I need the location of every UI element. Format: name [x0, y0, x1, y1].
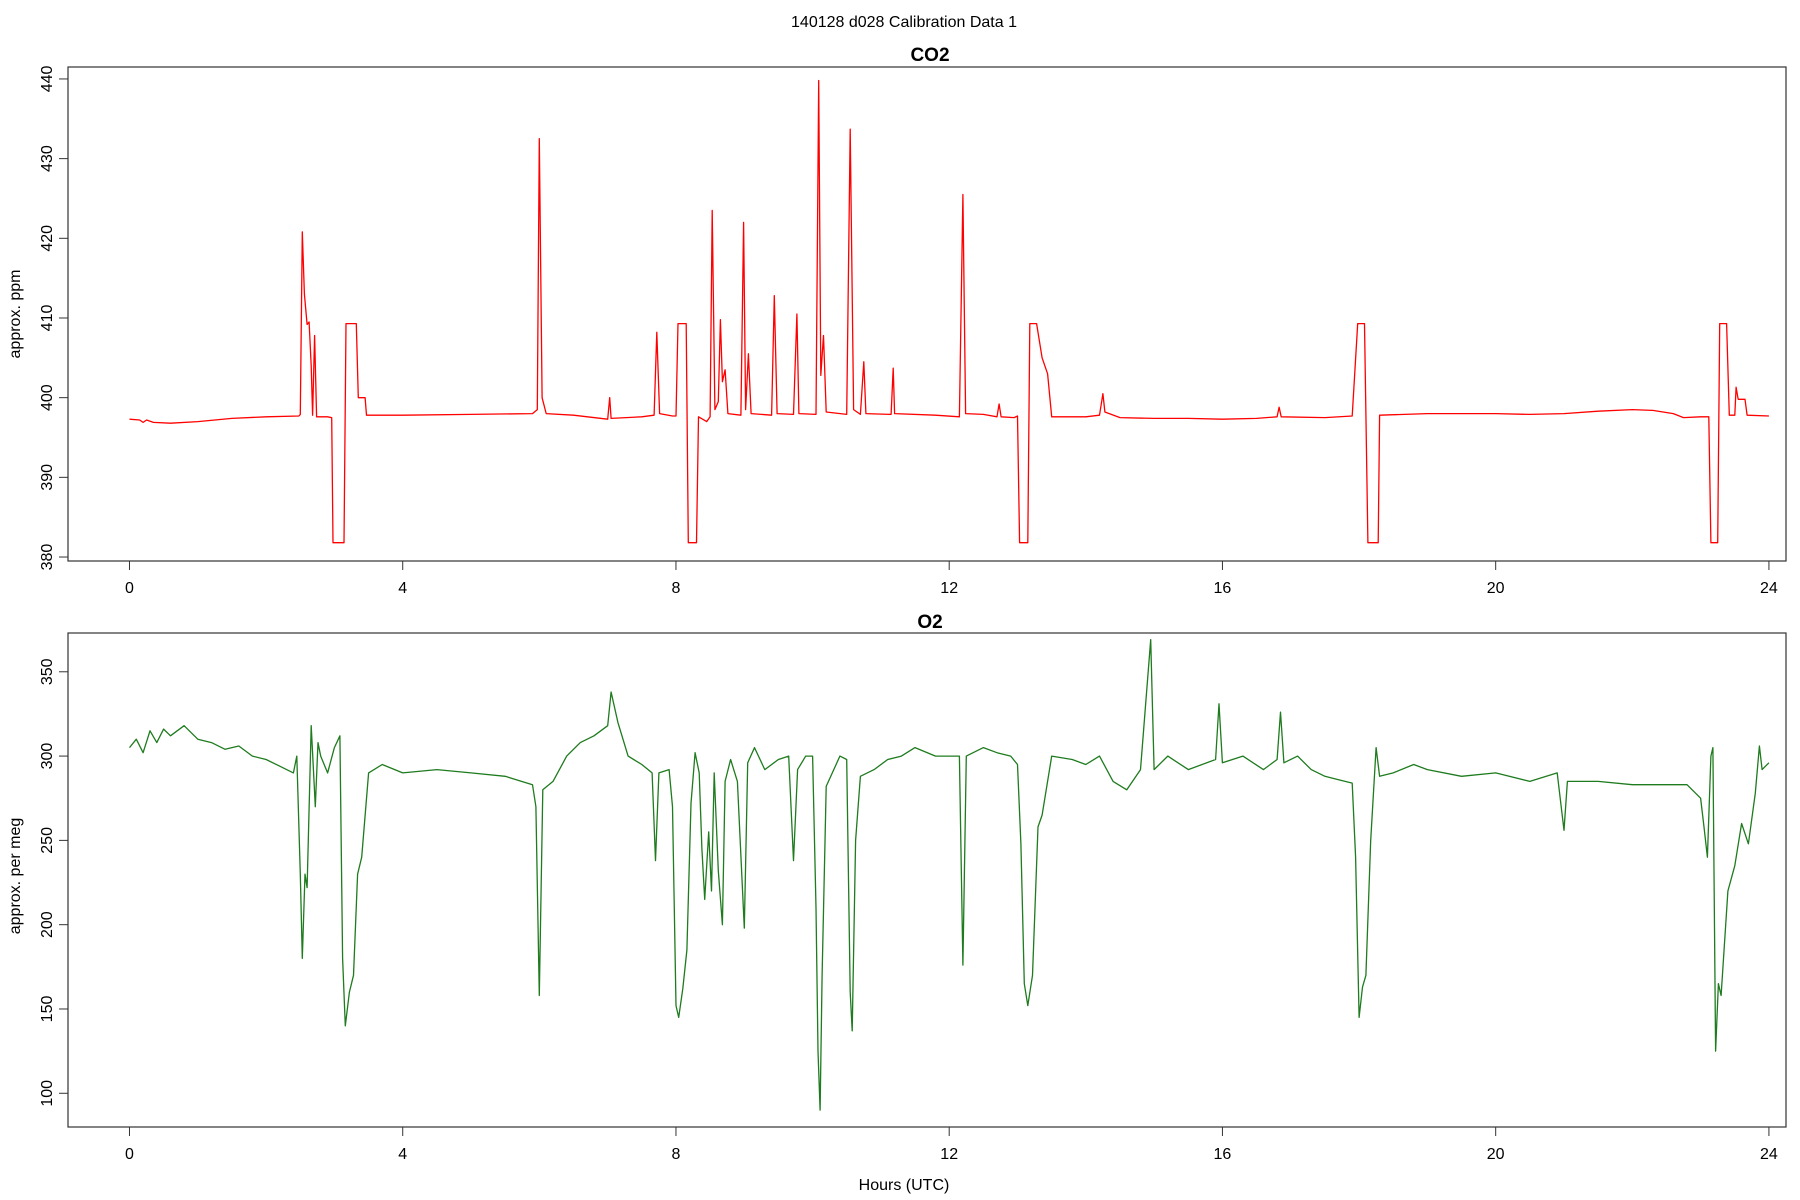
o2-x-tick-label: 20: [1487, 1146, 1505, 1163]
o2-y-tick-label: 300: [39, 743, 56, 770]
co2-y-tick-label: 440: [39, 66, 56, 93]
co2-x-tick-label: 16: [1214, 580, 1232, 597]
o2-x-tick-label: 12: [940, 1146, 958, 1163]
o2-series: [128, 639, 1770, 1111]
o2-y-tick-label: 200: [39, 911, 56, 938]
o2-x-tick-label: 0: [125, 1146, 134, 1163]
co2-x-axis: 0 4 8 12 16 20 24: [125, 560, 1778, 597]
o2-y-tick-label: 350: [39, 658, 56, 685]
co2-series-line: [129, 79, 1769, 544]
o2-x-tick-label: 4: [398, 1146, 407, 1163]
o2-series-line: [128, 639, 1770, 1111]
co2-y-axis: 380 390 400 410 420 430 440: [39, 66, 69, 571]
o2-y-tick-label: 100: [39, 1080, 56, 1107]
o2-y-axis-label: approx. per meg: [7, 818, 24, 935]
o2-x-tick-label: 24: [1760, 1146, 1778, 1163]
co2-series: [129, 79, 1769, 544]
co2-panel-title: CO2: [910, 45, 949, 66]
figure-title: 140128 d028 Calibration Data 1: [791, 14, 1017, 31]
co2-x-tick-label: 24: [1760, 580, 1778, 597]
o2-y-axis: 100 150 200 250 300 350: [39, 658, 69, 1107]
o2-panel: O2 0 4 8 12 16 20 24 100 150 200 250 300 350 approx…: [7, 612, 1787, 1194]
co2-y-tick-label: 410: [39, 305, 56, 332]
o2-x-tick-label: 8: [672, 1146, 681, 1163]
co2-x-tick-label: 8: [672, 580, 681, 597]
o2-panel-title: O2: [917, 612, 942, 633]
co2-y-tick-label: 400: [39, 384, 56, 411]
co2-plot-frame: [67, 66, 1787, 562]
co2-x-tick-label: 12: [940, 580, 958, 597]
o2-x-tick-label: 16: [1214, 1146, 1232, 1163]
co2-y-tick-label: 420: [39, 225, 56, 252]
co2-x-tick-label: 4: [398, 580, 407, 597]
o2-y-tick-label: 150: [39, 996, 56, 1023]
o2-x-axis-label: Hours (UTC): [859, 1177, 950, 1194]
co2-x-tick-label: 20: [1487, 580, 1505, 597]
co2-panel: CO2 0 4 8 12 16 20 24 380 390 400 410 420 430 440 ap…: [7, 45, 1787, 597]
o2-plot-frame: [67, 632, 1787, 1128]
co2-y-tick-label: 380: [39, 544, 56, 571]
co2-y-axis-label: approx. ppm: [7, 270, 24, 359]
o2-x-axis: 0 4 8 12 16 20 24: [125, 1126, 1778, 1163]
co2-x-tick-label: 0: [125, 580, 134, 597]
co2-y-tick-label: 390: [39, 464, 56, 491]
co2-y-tick-label: 430: [39, 145, 56, 172]
o2-y-tick-label: 250: [39, 827, 56, 854]
